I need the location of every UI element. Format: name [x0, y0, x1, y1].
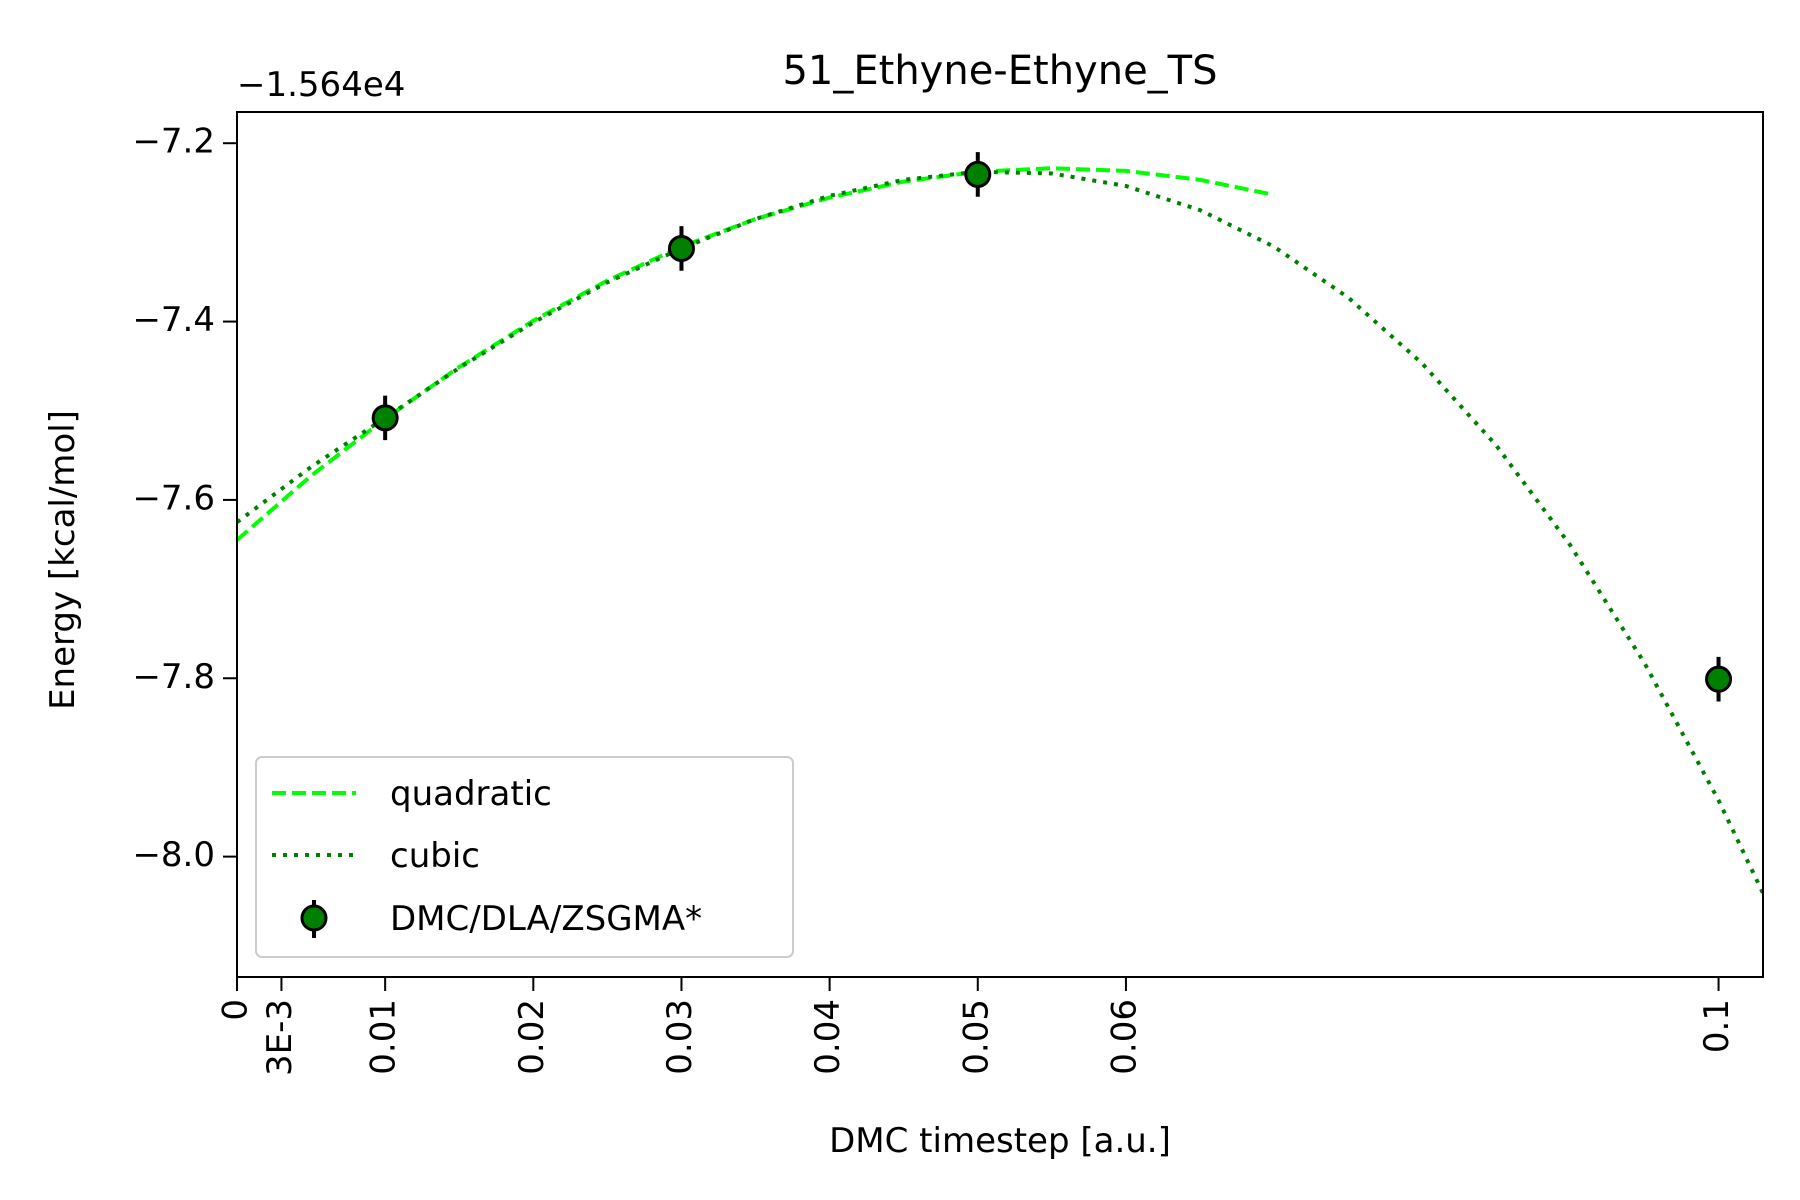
y-axis-ticks: −7.2 −7.4 −7.6 −7.8 −8.0: [132, 122, 237, 875]
x-tick-label-2: 0.01: [364, 999, 404, 1075]
plot-area: [236, 111, 1764, 978]
legend-frame: [255, 756, 794, 958]
x-axis-label: DMC timestep [a.u.]: [829, 1121, 1171, 1161]
chart-title: 51_Ethyne-Ethyne_TS: [782, 48, 1217, 94]
y-axis-label: Energy [kcal/mol]: [43, 410, 83, 710]
x-tick-label-0: 0: [216, 999, 256, 1021]
x-tick-label-1: 3E-3: [260, 999, 300, 1076]
legend-dmc-marker: [300, 904, 328, 932]
y-tick-label-2: −7.6: [132, 478, 215, 518]
legend-dmc-label: DMC/DLA/ZSGMA*: [390, 899, 702, 939]
plot-frame: [236, 111, 1764, 978]
y-tick-label-1: −7.4: [132, 300, 215, 340]
x-axis-ticks: 0 3E-3 0.01 0.02 0.03 0.04 0.05 0.06 0.1: [216, 977, 1737, 1076]
y-offset-label: −1.564e4: [237, 65, 405, 105]
x-tick-label-3: 0.02: [512, 999, 552, 1075]
data-point-0: [371, 404, 399, 432]
y-tick-label-0: −7.2: [132, 122, 215, 162]
x-tick-label-8: 0.1: [1697, 999, 1737, 1053]
x-tick-label-6: 0.05: [956, 999, 996, 1075]
y-tick-label-3: −7.8: [132, 657, 215, 697]
legend-cubic-label: cubic: [390, 836, 480, 876]
x-tick-label-4: 0.03: [660, 999, 700, 1075]
y-tick-label-4: −8.0: [132, 835, 215, 875]
data-point-1: [667, 234, 695, 262]
data-point-3: [1705, 665, 1733, 693]
legend: quadratic cubic DMC/DLA/ZSGMA*: [255, 756, 794, 958]
x-tick-label-7: 0.06: [1104, 999, 1144, 1075]
data-point-2: [964, 160, 992, 188]
legend-quadratic-label: quadratic: [390, 774, 552, 814]
x-tick-label-5: 0.04: [808, 999, 848, 1075]
